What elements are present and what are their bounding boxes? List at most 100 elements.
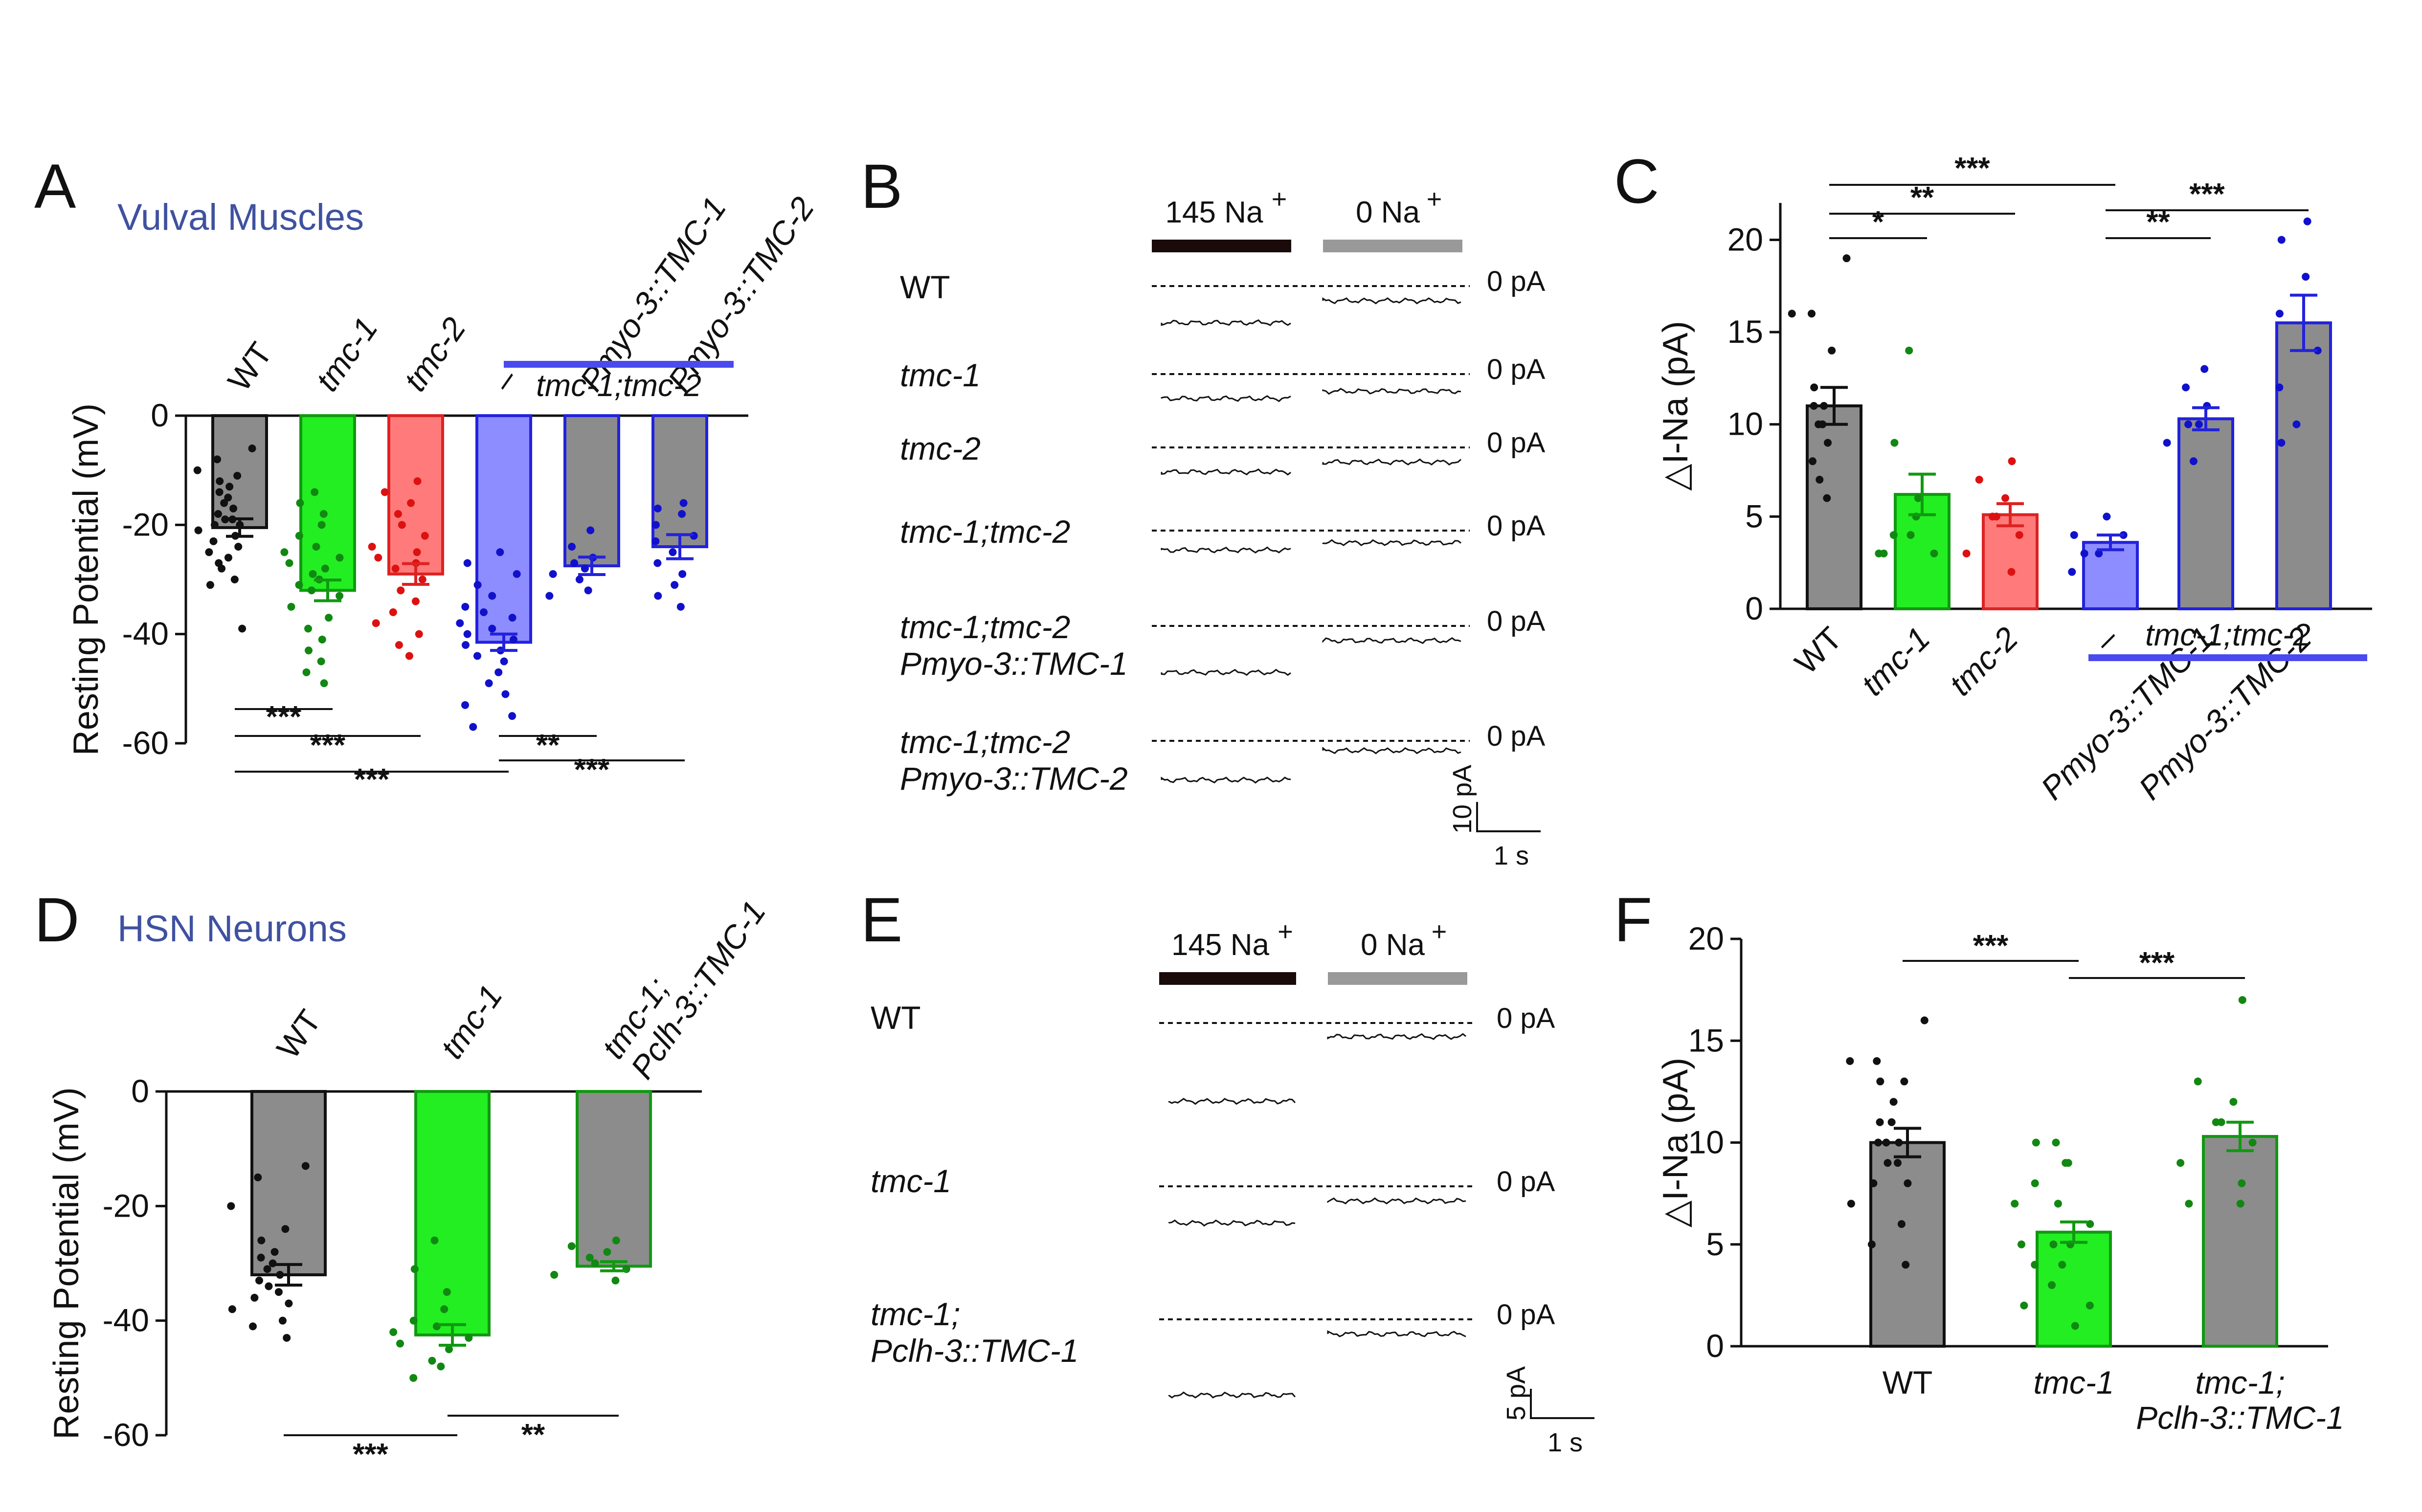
- bar-1: [299, 414, 356, 592]
- significance-label: ***: [574, 753, 610, 787]
- category-label-line: WT: [221, 336, 279, 398]
- data-point: [278, 1316, 287, 1325]
- data-point: [2238, 1179, 2246, 1187]
- bar-0: [211, 414, 268, 529]
- data-point: [488, 624, 496, 633]
- data-point: [374, 554, 382, 562]
- data-point: [209, 537, 218, 545]
- superscript-plus: +: [1427, 184, 1442, 214]
- data-point: [591, 1259, 599, 1267]
- data-point: [2313, 346, 2322, 355]
- data-point: [568, 543, 576, 551]
- data-point: [1884, 1159, 1892, 1167]
- y-tick-label: -40: [103, 1302, 149, 1338]
- data-point: [465, 1334, 473, 1342]
- row-label: tmc-1: [900, 357, 981, 393]
- data-point: [301, 1162, 310, 1170]
- data-point: [1900, 1077, 1908, 1086]
- data-point: [1815, 420, 1823, 428]
- current-trace: [1168, 1097, 1296, 1105]
- data-point: [461, 602, 470, 611]
- category-label: tmc-2: [397, 311, 472, 398]
- zero-pa-label: 0 pA: [1487, 720, 1546, 752]
- solution-label-145na: 145 Na: [1171, 928, 1269, 962]
- scale-bar: [1476, 802, 1541, 832]
- data-point: [513, 570, 521, 578]
- data-point: [394, 510, 402, 518]
- data-point: [1906, 531, 1915, 539]
- data-point: [1914, 494, 1922, 502]
- data-point: [2195, 420, 2203, 428]
- data-point: [676, 602, 685, 611]
- bar-2: [387, 414, 444, 576]
- data-point: [1992, 512, 2000, 521]
- data-point: [319, 510, 328, 518]
- data-point: [397, 586, 405, 595]
- data-point: [2236, 1200, 2244, 1208]
- data-point: [494, 668, 503, 676]
- group-label: tmc-1;tmc-2: [2145, 617, 2310, 652]
- data-point: [2302, 272, 2310, 281]
- data-point: [372, 619, 380, 627]
- panel-label-b: B: [861, 152, 902, 222]
- y-tick-label: 5: [1706, 1226, 1724, 1262]
- data-point: [653, 504, 662, 512]
- data-point: [445, 1345, 453, 1354]
- significance-label: ***: [1973, 929, 2009, 963]
- row-label: tmc-2: [900, 430, 981, 467]
- data-point: [391, 564, 400, 573]
- data-point: [1882, 1138, 1890, 1147]
- row-label: tmc-1;tmc-2: [900, 724, 1070, 760]
- data-point: [461, 701, 470, 709]
- row-label: tmc-1;: [871, 1296, 960, 1332]
- data-point: [567, 1242, 576, 1250]
- data-point: [611, 1276, 620, 1285]
- data-point: [575, 576, 583, 583]
- data-point: [2080, 549, 2088, 557]
- category-label-line: tmc-1: [1854, 620, 1937, 703]
- data-point: [2032, 1138, 2040, 1147]
- data-point: [230, 576, 239, 583]
- data-point: [1824, 439, 1832, 447]
- data-point: [2303, 217, 2311, 225]
- data-point: [2071, 1322, 2079, 1330]
- data-point: [409, 1374, 418, 1382]
- data-point: [229, 504, 238, 512]
- data-point: [216, 477, 224, 485]
- data-point: [2007, 568, 2016, 576]
- data-point: [250, 1293, 259, 1302]
- data-point: [407, 499, 415, 507]
- data-point: [368, 543, 376, 551]
- data-point: [678, 510, 686, 518]
- data-point: [415, 630, 423, 638]
- significance-label: ***: [353, 1438, 388, 1471]
- row-label: WT: [871, 1000, 921, 1036]
- data-point: [2229, 1098, 2238, 1106]
- category-label: tmc-2: [1942, 620, 2025, 703]
- category-label: Pclh-3::TMC-1: [2136, 1400, 2344, 1436]
- data-point: [311, 488, 319, 496]
- data-point: [205, 548, 213, 556]
- data-point: [1847, 1200, 1855, 1208]
- data-point: [283, 1334, 291, 1342]
- row-label: tmc-1;tmc-2: [900, 513, 1070, 550]
- zero-pa-label: 0 pA: [1487, 427, 1546, 459]
- y-tick-label: 20: [1727, 221, 1763, 257]
- data-point: [2068, 568, 2076, 576]
- y-tick-label: 15: [1688, 1022, 1724, 1058]
- data-point: [1809, 457, 1817, 466]
- data-point: [218, 564, 226, 573]
- data-point: [1808, 310, 1816, 318]
- chart-subtitle: Vulval Muscles: [117, 197, 364, 238]
- chart-a-vulval-muscles: 0 -20 -40 -60 Resting Potential (mV) Vulval M…: [67, 190, 821, 797]
- current-trace: [1322, 297, 1461, 305]
- data-point: [396, 1339, 404, 1348]
- solution-bar-0na: [1323, 240, 1462, 252]
- data-point: [238, 624, 247, 633]
- data-point: [249, 1322, 257, 1331]
- data-point: [612, 1236, 620, 1245]
- current-trace: [1322, 637, 1461, 644]
- data-point: [2176, 1159, 2185, 1167]
- category-label-line: –: [2086, 620, 2126, 659]
